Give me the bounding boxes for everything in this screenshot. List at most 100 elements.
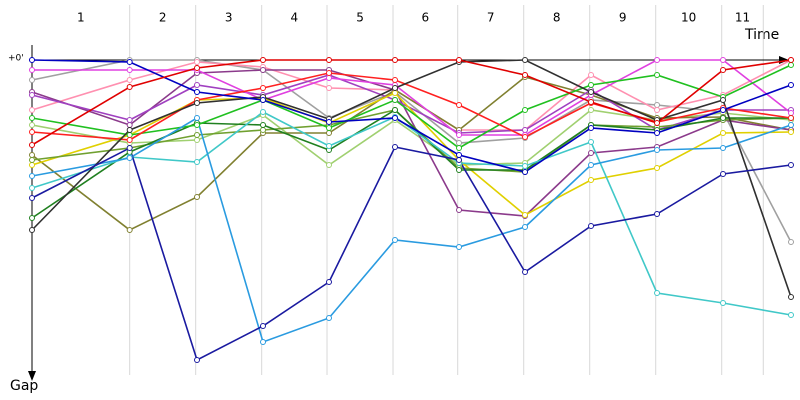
point	[720, 300, 727, 306]
point	[720, 145, 727, 151]
point	[126, 77, 133, 83]
series-line	[31, 146, 792, 362]
point	[720, 107, 727, 113]
point	[29, 77, 35, 83]
point	[654, 120, 661, 126]
point	[29, 142, 35, 148]
point	[788, 57, 794, 63]
point	[260, 323, 266, 329]
point	[126, 127, 133, 133]
point	[392, 90, 398, 96]
point	[456, 140, 463, 146]
point	[194, 59, 200, 65]
point	[326, 70, 332, 76]
point	[456, 102, 463, 108]
point	[126, 117, 133, 123]
point	[194, 122, 200, 128]
point	[522, 169, 529, 175]
point	[260, 127, 266, 133]
series-line	[31, 76, 792, 231]
series-line	[31, 69, 792, 217]
x-tick-label: 5	[356, 11, 364, 25]
point	[456, 157, 463, 163]
x-axis-label: Time	[744, 27, 779, 43]
point	[126, 145, 133, 151]
y-axis-arrow	[28, 371, 36, 381]
point	[392, 85, 398, 91]
series-line	[31, 59, 792, 298]
point	[720, 171, 727, 177]
series-line	[31, 59, 792, 173]
point	[588, 107, 595, 113]
point	[522, 134, 529, 140]
point	[654, 102, 661, 108]
point	[392, 57, 398, 63]
point	[654, 165, 661, 171]
point	[654, 130, 661, 136]
series-line	[31, 74, 791, 134]
point	[788, 115, 794, 121]
point	[126, 59, 133, 65]
point	[588, 99, 595, 105]
point	[194, 194, 200, 200]
point	[29, 157, 35, 163]
point	[326, 119, 332, 125]
point	[522, 224, 529, 230]
point	[456, 207, 463, 213]
point	[522, 163, 529, 169]
x-tick-label: 11	[735, 11, 750, 25]
x-tick-label: 7	[487, 11, 495, 25]
point	[720, 57, 727, 63]
point	[126, 84, 133, 90]
point	[788, 62, 794, 68]
point	[522, 269, 529, 275]
point	[392, 144, 398, 150]
point	[522, 127, 529, 133]
point	[29, 57, 35, 63]
point	[29, 122, 35, 128]
point	[326, 85, 332, 91]
point	[588, 89, 595, 95]
point	[456, 244, 463, 250]
x-tick-label: 1	[77, 11, 85, 25]
point	[29, 107, 35, 113]
point	[260, 67, 266, 73]
series-line	[31, 116, 792, 344]
x-tick-label: 3	[225, 11, 233, 25]
series-line	[31, 59, 792, 146]
point	[126, 155, 133, 161]
point	[588, 162, 595, 168]
point	[326, 57, 332, 63]
series-line	[31, 111, 792, 316]
point	[194, 137, 200, 143]
point	[260, 97, 266, 103]
point	[326, 75, 332, 81]
point	[29, 173, 35, 179]
point	[654, 72, 661, 78]
point	[588, 72, 595, 78]
y-tick-label: +0'	[8, 54, 24, 64]
point	[654, 290, 661, 296]
point	[654, 147, 661, 153]
point	[326, 130, 332, 136]
series-line	[31, 59, 792, 243]
x-tick-label: 4	[291, 11, 299, 25]
point	[392, 115, 398, 121]
point	[456, 145, 463, 151]
point	[522, 212, 529, 218]
point	[260, 122, 266, 128]
point	[522, 57, 529, 63]
point	[588, 177, 595, 183]
point	[654, 57, 661, 63]
point	[720, 115, 727, 121]
point	[260, 109, 266, 115]
point	[29, 129, 35, 135]
point	[260, 339, 266, 345]
point	[29, 185, 35, 191]
point	[194, 65, 200, 71]
point	[720, 67, 727, 73]
point	[126, 122, 133, 128]
point	[126, 67, 133, 73]
series-line	[32, 59, 792, 136]
point	[456, 57, 463, 63]
